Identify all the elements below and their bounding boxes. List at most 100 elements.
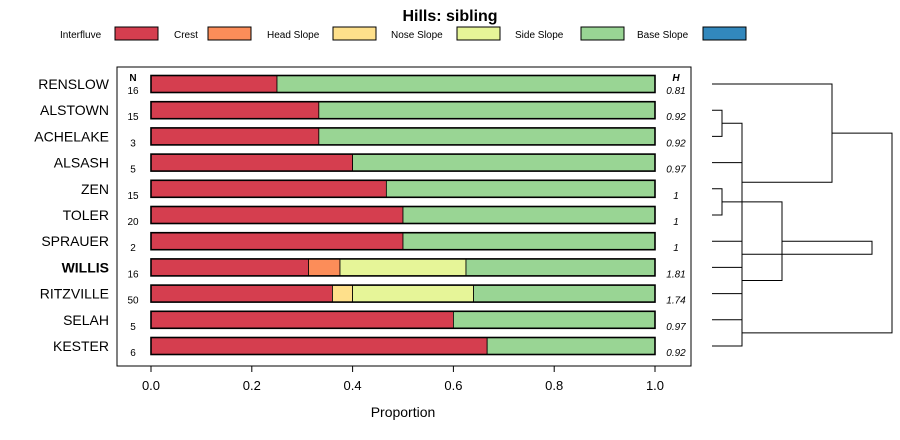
row-label: SPRAUER: [41, 233, 109, 249]
x-tick-label: 0.2: [243, 378, 261, 393]
row-n-value: 3: [130, 138, 136, 149]
row-n-value: 16: [127, 86, 139, 97]
legend-label-nose-slope: Nose Slope: [391, 30, 443, 41]
legend-label-crest: Crest: [174, 30, 198, 41]
bar-segment-side-slope: [318, 127, 656, 146]
row-h-value: 1.81: [666, 269, 685, 280]
legend-swatch-crest: [207, 26, 252, 41]
bar-segment-interfluve: [150, 284, 333, 303]
x-tick-label: 1.0: [646, 378, 664, 393]
row-n-value: 2: [130, 243, 136, 254]
chart-title: Hills: sibling: [402, 8, 497, 25]
row-h-value: 1: [673, 191, 679, 202]
bar-segment-interfluve: [150, 179, 387, 198]
bar-outline: [150, 231, 656, 251]
row-label: ZEN: [81, 181, 109, 197]
dendrogram-link: [742, 132, 893, 334]
row-label: SELAH: [63, 312, 109, 328]
legend-label-base-slope: Base Slope: [637, 30, 689, 41]
bar-segment-interfluve: [150, 101, 320, 120]
bar-outline: [150, 310, 656, 330]
bar-outline: [150, 100, 656, 120]
row-n-value: 15: [127, 191, 139, 202]
row-label: WILLIS: [62, 259, 109, 275]
row-label: ACHELAKE: [34, 128, 109, 144]
bar-segment-side-slope: [352, 153, 656, 172]
legend-label-interfluve: Interfluve: [60, 30, 102, 41]
legend-swatch-nose-slope: [456, 26, 501, 41]
row-label: ALSASH: [54, 155, 109, 171]
bar-segment-interfluve: [150, 310, 454, 329]
bar-segment-interfluve: [150, 206, 404, 224]
bar-outline: [150, 127, 656, 146]
plot-frame: [116, 66, 692, 367]
row-n-value: 5: [130, 165, 136, 176]
dendrogram-link: [712, 266, 743, 295]
row-label: RENSLOW: [38, 76, 110, 92]
row-n-value: 50: [127, 296, 139, 307]
row-label: RITZVILLE: [40, 286, 109, 302]
bar-segment-side-slope: [385, 179, 656, 198]
x-tick-label: 0.4: [344, 378, 362, 393]
row-h-value: 1.74: [666, 296, 686, 307]
row-n-value: 6: [130, 348, 136, 359]
legend: Interfluve Crest Head Slope Nose Slope Side …: [60, 26, 747, 41]
legend-swatch-side-slope: [580, 26, 625, 41]
x-tick-label: 0.8: [545, 378, 563, 393]
x-axis: 0.0 0.2 0.4 0.6 0.8 1.0: [142, 366, 664, 393]
bar-outline: [150, 284, 656, 303]
bar-segment-nose-slope: [352, 284, 474, 303]
row-h-value: 0.92: [666, 348, 686, 359]
bar-segment-side-slope: [402, 232, 656, 251]
bar-segment-interfluve: [150, 153, 354, 172]
bar-segment-side-slope: [465, 258, 656, 277]
dendrogram-link: [712, 83, 833, 183]
row-n-value: 5: [130, 322, 136, 333]
h-header: H: [672, 73, 680, 84]
bar-outline: [150, 205, 656, 225]
row-n-value: 20: [127, 217, 139, 228]
bar-segment-side-slope: [276, 75, 656, 93]
dendrogram-link: [712, 188, 723, 216]
dendrogram-link: [712, 162, 743, 347]
bar-segment-interfluve: [150, 232, 404, 251]
bar-segment-interfluve: [150, 75, 278, 93]
row-h-value: 0.92: [666, 112, 686, 123]
bar-segment-nose-slope: [339, 258, 467, 277]
row-label: KESTER: [53, 338, 109, 354]
dendrogram-link: [742, 240, 873, 255]
row-label: TOLER: [63, 207, 109, 223]
x-tick-label: 0.0: [142, 378, 160, 393]
bar-outline: [150, 258, 656, 277]
legend-label-side-slope: Side Slope: [515, 30, 564, 41]
legend-swatch-base-slope: [702, 26, 747, 41]
bar-segment-head-slope: [332, 284, 354, 303]
bar-segment-side-slope: [318, 101, 656, 120]
bar-outline: [150, 179, 656, 199]
bar-outline: [150, 336, 656, 356]
row-n-value: 15: [127, 112, 139, 123]
row-h-value: 0.97: [666, 322, 686, 333]
x-axis-label: Proportion: [371, 404, 436, 420]
dendrogram-link: [712, 122, 743, 242]
bar-outline: [150, 74, 656, 94]
row-h-value: 0.97: [666, 165, 686, 176]
legend-swatch-interfluve: [114, 26, 159, 41]
bar-outline: [150, 153, 656, 172]
bar-segment-interfluve: [150, 258, 309, 277]
row-n-value: 16: [127, 269, 139, 280]
bar-segment-interfluve: [150, 127, 320, 146]
legend-swatch-head-slope: [332, 26, 377, 41]
row-h-value: 1: [673, 243, 679, 254]
bar-segment-side-slope: [452, 310, 656, 329]
bar-segment-side-slope: [486, 337, 656, 355]
dendrogram: [712, 83, 893, 347]
dendrogram-link: [712, 319, 743, 347]
row-h-value: 1: [673, 217, 679, 228]
legend-label-head-slope: Head Slope: [267, 30, 320, 41]
dendrogram-link: [712, 109, 723, 137]
x-tick-label: 0.6: [444, 378, 462, 393]
n-header: N: [129, 73, 136, 84]
